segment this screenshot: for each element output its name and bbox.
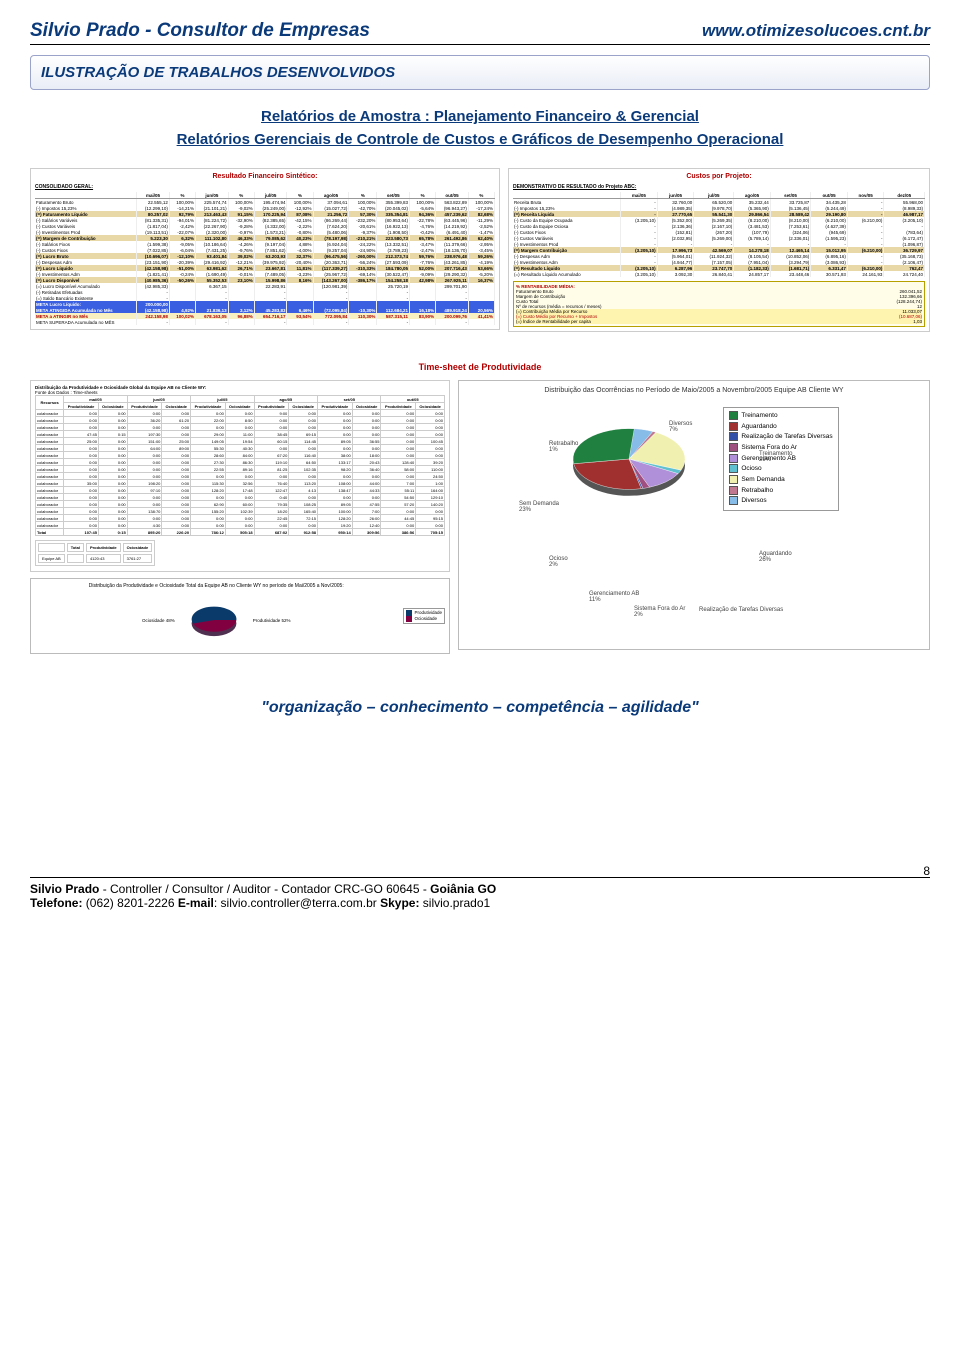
report-projeto: Custos por Projeto: DEMONSTRATIVO DE RES… [508,168,930,332]
pie1-legend: Produtividade Ociosidade [403,608,445,624]
page-footer: 8 Silvio Prado - Controller / Consultor … [30,877,930,910]
timesheet-row: Distribuição da Produtividade e Ociosida… [30,380,930,654]
page-number: 8 [923,864,930,878]
pie1-caption: Distribuição da Produtividade e Ociosida… [35,583,397,589]
timesheet-total-table: TotalProdutividadeOciosidadeEquipe AB412… [35,540,155,566]
subtitle-2: Relatórios Gerenciais de Controle de Cus… [30,131,930,148]
pie1-label-prod: Produtividade 52% [253,618,291,623]
quote: "organização – conhecimento – competênci… [30,699,930,717]
fin-table-left: mai/05%jun/05%jul/05%ago/05%set/05%out/0… [35,192,495,325]
timesheet-table-box: Distribuição da Produtividade e Ociosida… [30,380,450,572]
fin-table-right: mai/05jun/05jul/05ago/05set/05out/05nov/… [513,192,925,277]
callout-retrabalho: Retrabalho1% [549,441,578,453]
callout-ocioso: Ocioso2% [549,556,568,568]
callout-trein: Treinamento29% [759,451,792,463]
timesheet-title: Time-sheet de Produtividade [30,362,930,372]
legend-ocio: Ociosidade [406,616,442,622]
subtitle-1: Relatórios de Amostra : Planejamento Fin… [30,108,930,125]
pie-produtividade-box: Distribuição da Produtividade e Ociosida… [30,578,450,654]
page-header: Silvio Prado - Consultor de Empresas www… [30,20,930,45]
timesheet-table: Recursosmai/05jun/05jul/05ago/05set/05ou… [35,395,445,536]
banner-title: ILUSTRAÇÃO DE TRABALHOS DESENVOLVIDOS [41,64,919,81]
header-author: Silvio Prado - Consultor de Empresas [30,20,370,42]
header-url: www.otimizesolucoes.cnt.br [702,21,930,41]
report-consolidado: Resultado Financeiro Sintético: CONSOLID… [30,168,500,330]
financial-reports-row: Resultado Financeiro Sintético: CONSOLID… [30,168,930,332]
rentabilidade-box: % RENTABILIDADE MÉDIA: Faturamento Bruto… [513,281,925,327]
callout-aguard: Aguardando26% [759,551,792,563]
callout-semdemanda: Sem Demanda23% [519,501,559,513]
report-left-title: Resultado Financeiro Sintético: [35,173,495,180]
report-left-subtitle: CONSOLIDADO GERAL: [35,184,495,190]
footer-name: Silvio Prado [30,882,103,896]
callout-sistema: Sistema Fora do Ar2% [634,606,685,618]
report-right-subtitle: DEMONSTRATIVO DE RESULTADO do Projeto AB… [513,184,925,190]
callout-gerenc: Gerenciamento AB11% [589,591,639,603]
callout-tarefas: Realização de Tarefas Diversas [699,607,783,613]
distribution-box: Distribuição das Ocorrências no Período … [458,380,930,650]
pie1-chart [179,591,249,649]
pie1-label-ocio: Ociosidade 48% [142,618,175,623]
report-right-title: Custos por Projeto: [513,173,925,180]
section-banner: ILUSTRAÇÃO DE TRABALHOS DESENVOLVIDOS [30,55,930,90]
callout-diversos: Diversos7% [669,421,692,433]
dist-title: Distribuição das Ocorrências no Período … [465,387,923,394]
